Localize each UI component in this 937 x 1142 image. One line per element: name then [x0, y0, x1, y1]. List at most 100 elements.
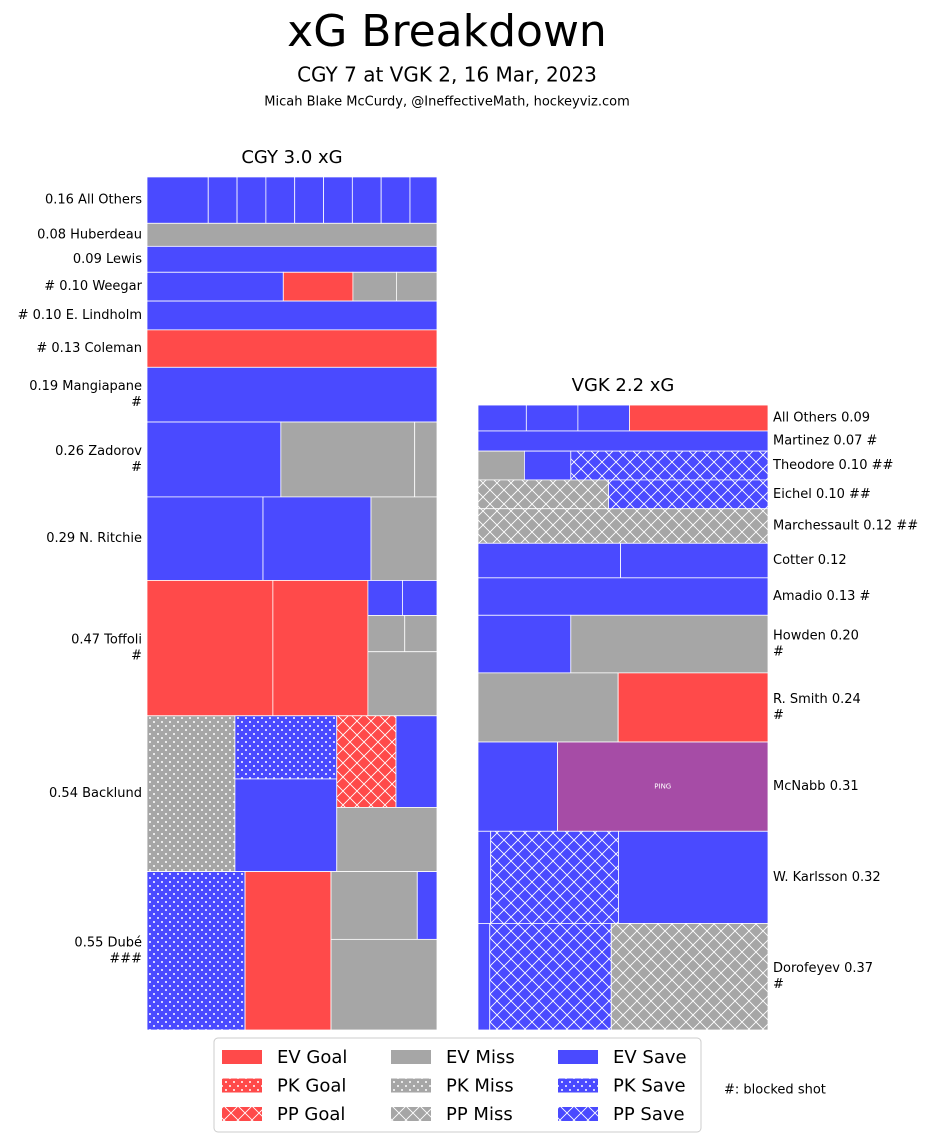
player-label: 0.19 Mangiapane	[29, 379, 142, 394]
player-label: Cotter 0.12	[773, 553, 847, 568]
shot	[336, 807, 438, 873]
player-label: 0.09 Lewis	[73, 252, 142, 267]
player-label: # 0.10 E. Lindholm	[18, 308, 142, 323]
player-label: # 0.13 Coleman	[36, 341, 142, 356]
player-label: #	[131, 649, 142, 664]
shot	[617, 672, 769, 743]
shot	[262, 496, 372, 581]
shot	[395, 271, 438, 302]
shot	[282, 271, 354, 302]
shot	[416, 871, 438, 940]
legend-label: PK Save	[613, 1076, 686, 1097]
legend-label: EV Goal	[277, 1047, 347, 1068]
chart-subtitle: CGY 7 at VGK 2, 16 Mar, 2023	[297, 63, 597, 87]
chart-title: xG Breakdown	[287, 6, 607, 57]
shot	[207, 176, 238, 224]
legend-swatch	[558, 1050, 598, 1064]
player-label: Dorofeyev 0.37	[773, 961, 873, 976]
shot	[146, 871, 246, 1031]
player-label: Howden 0.20	[773, 629, 859, 644]
shot	[330, 871, 418, 940]
shot	[367, 615, 406, 653]
player-label: 0.16 All Others	[45, 193, 142, 208]
shot	[352, 271, 397, 302]
shot	[404, 615, 438, 653]
shot	[336, 715, 397, 808]
shot	[490, 830, 619, 924]
shot	[618, 830, 769, 924]
shot	[477, 542, 621, 579]
shot	[146, 715, 236, 872]
player-label: 0.55 Dubé	[74, 935, 142, 950]
shot	[146, 245, 438, 273]
legend-swatch	[558, 1107, 598, 1121]
note: #: blocked shot	[724, 1083, 826, 1098]
shot	[272, 580, 369, 717]
shot	[402, 580, 438, 616]
shot	[477, 479, 609, 510]
legend-label: PP Save	[613, 1104, 685, 1125]
shot	[620, 542, 769, 579]
shot	[608, 479, 769, 510]
shot	[146, 329, 438, 368]
player-label: # 0.10 Weegar	[44, 279, 142, 294]
player-label: 0.26 Zadorov	[55, 444, 142, 459]
legend-swatch	[222, 1107, 262, 1121]
shot	[370, 496, 438, 581]
shot	[409, 176, 438, 224]
player-label: McNabb 0.31	[773, 779, 859, 794]
player-label: Theodore 0.10 ##	[772, 458, 893, 473]
shot	[477, 577, 769, 616]
shot	[244, 871, 332, 1031]
shot	[395, 715, 438, 808]
shot	[367, 580, 403, 616]
shot	[280, 421, 416, 498]
shot-text: PING	[654, 783, 671, 791]
credit: Micah Blake McCurdy, @IneffectiveMath, h…	[264, 95, 630, 110]
shot	[489, 923, 612, 1031]
player-label: 0.29 N. Ritchie	[46, 531, 142, 546]
legend-swatch	[391, 1107, 431, 1121]
shot	[477, 672, 619, 743]
legend-label: PP Goal	[277, 1104, 345, 1125]
player-label: R. Smith 0.24	[773, 692, 861, 707]
shot	[477, 923, 491, 1031]
shot	[610, 923, 769, 1031]
shot	[146, 271, 284, 302]
shot	[477, 741, 558, 832]
shot	[367, 651, 438, 717]
shot	[477, 404, 527, 432]
player-label: 0.54 Backlund	[49, 786, 142, 801]
player-label: 0.08 Huberdeau	[37, 227, 142, 242]
player-label: W. Karlsson 0.32	[773, 870, 881, 885]
legend-label: EV Miss	[446, 1047, 515, 1068]
player-label: #	[131, 460, 142, 475]
shot	[477, 614, 572, 674]
legend-label: PK Goal	[277, 1076, 346, 1097]
player-label: ###	[109, 951, 142, 966]
shot	[570, 614, 769, 674]
player-label: Eichel 0.10 ##	[773, 487, 871, 502]
shot	[146, 496, 264, 581]
player-label: #	[773, 708, 784, 723]
shot	[146, 176, 209, 224]
shot	[323, 176, 353, 224]
legend-label: EV Save	[613, 1047, 687, 1068]
player-label: #	[773, 977, 784, 992]
shot	[477, 830, 492, 924]
shot	[414, 421, 438, 498]
panel-title: VGK 2.2 xG	[572, 375, 675, 396]
player-label: All Others 0.09	[773, 411, 870, 426]
shot	[146, 580, 274, 717]
player-label: 0.47 Toffoli	[71, 633, 142, 648]
player-label: #	[773, 645, 784, 660]
shot	[146, 421, 282, 498]
shot	[577, 404, 630, 432]
shot	[477, 430, 769, 452]
shot	[236, 176, 267, 224]
panel-title: CGY 3.0 xG	[241, 147, 342, 168]
shot	[525, 404, 579, 432]
legend-label: PK Miss	[446, 1076, 514, 1097]
shot	[146, 366, 438, 423]
shot	[234, 715, 338, 780]
